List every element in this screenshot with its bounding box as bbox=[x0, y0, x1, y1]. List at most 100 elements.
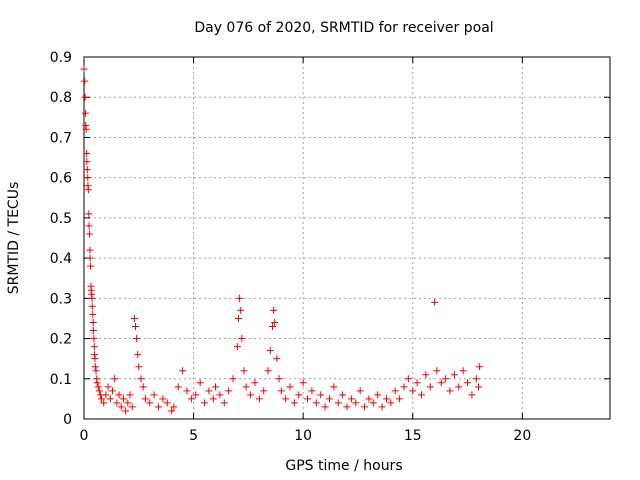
x-axis-label: GPS time / hours bbox=[285, 458, 402, 474]
data-point bbox=[83, 150, 91, 158]
y-axis-label: SRMTID / TECUs bbox=[6, 182, 22, 295]
data-point bbox=[343, 403, 351, 411]
data-point bbox=[104, 383, 112, 391]
data-point bbox=[155, 403, 163, 411]
data-point bbox=[86, 254, 94, 262]
data-point bbox=[321, 403, 329, 411]
data-point bbox=[433, 367, 441, 375]
data-point bbox=[264, 367, 272, 375]
data-point bbox=[400, 383, 408, 391]
y-tick-label: 0.7 bbox=[50, 130, 72, 146]
data-point bbox=[115, 391, 123, 399]
data-point bbox=[352, 399, 360, 407]
data-point bbox=[106, 395, 114, 403]
data-point bbox=[102, 391, 110, 399]
x-tick-label: 10 bbox=[294, 428, 312, 444]
data-point bbox=[88, 302, 96, 310]
y-axis-tick-labels: 0 0.1 0.2 0.3 0.4 0.5 0.6 0.7 0.8 0.9 bbox=[50, 50, 72, 428]
data-point bbox=[273, 355, 281, 363]
data-point bbox=[391, 387, 399, 395]
data-point bbox=[205, 387, 213, 395]
data-point bbox=[464, 379, 472, 387]
data-point bbox=[85, 210, 93, 218]
data-point bbox=[240, 367, 248, 375]
data-point bbox=[133, 335, 141, 343]
data-point bbox=[356, 387, 364, 395]
data-point bbox=[365, 395, 373, 403]
data-point bbox=[80, 65, 88, 73]
data-point bbox=[201, 399, 209, 407]
data-point bbox=[382, 395, 390, 403]
data-point bbox=[113, 399, 121, 407]
data-point bbox=[404, 375, 412, 383]
data-point bbox=[98, 395, 106, 403]
data-point bbox=[82, 125, 90, 133]
data-point bbox=[111, 375, 119, 383]
data-point bbox=[304, 395, 312, 403]
data-point bbox=[81, 77, 89, 85]
data-point bbox=[251, 379, 259, 387]
data-point bbox=[290, 399, 298, 407]
data-point bbox=[282, 395, 290, 403]
data-point bbox=[266, 347, 274, 355]
x-tick-label: 0 bbox=[80, 428, 89, 444]
x-tick-label: 5 bbox=[189, 428, 198, 444]
data-point bbox=[247, 391, 255, 399]
y-tick-label: 0.8 bbox=[50, 90, 72, 106]
data-point bbox=[183, 387, 191, 395]
data-point bbox=[275, 375, 283, 383]
data-point bbox=[220, 399, 228, 407]
data-point bbox=[81, 93, 89, 101]
data-point bbox=[426, 383, 434, 391]
data-point bbox=[93, 379, 101, 387]
data-point bbox=[242, 383, 250, 391]
data-point bbox=[459, 367, 467, 375]
data-point bbox=[238, 335, 246, 343]
data-point bbox=[83, 166, 91, 174]
data-point bbox=[124, 399, 132, 407]
data-point bbox=[455, 383, 463, 391]
data-point bbox=[308, 387, 316, 395]
x-tick-label: 20 bbox=[513, 428, 531, 444]
data-point bbox=[95, 387, 103, 395]
data-point bbox=[446, 387, 454, 395]
data-point bbox=[126, 391, 134, 399]
data-point bbox=[122, 407, 130, 415]
data-point bbox=[237, 306, 245, 314]
data-point bbox=[89, 310, 97, 318]
x-axis-tick-labels: 0 5 10 15 20 bbox=[80, 428, 532, 444]
y-tick-label: 0.4 bbox=[50, 251, 72, 267]
data-point bbox=[325, 395, 333, 403]
data-point bbox=[90, 343, 98, 351]
data-point bbox=[235, 314, 243, 322]
data-point bbox=[409, 387, 417, 395]
data-point bbox=[472, 375, 480, 383]
grid-lines bbox=[84, 57, 610, 419]
data-point bbox=[137, 375, 145, 383]
data-point bbox=[168, 407, 176, 415]
data-point bbox=[187, 395, 195, 403]
data-point bbox=[431, 298, 439, 306]
y-tick-label: 0 bbox=[63, 412, 72, 428]
data-point bbox=[134, 351, 142, 359]
data-point bbox=[277, 387, 285, 395]
data-point bbox=[84, 174, 92, 182]
data-point bbox=[139, 383, 147, 391]
data-point bbox=[92, 367, 100, 375]
data-point bbox=[270, 306, 278, 314]
data-point bbox=[339, 391, 347, 399]
data-point bbox=[83, 158, 91, 166]
data-point bbox=[374, 391, 382, 399]
data-point bbox=[413, 379, 421, 387]
data-point bbox=[233, 343, 241, 351]
data-point bbox=[422, 371, 430, 379]
data-point bbox=[236, 294, 244, 302]
data-point bbox=[170, 403, 178, 411]
data-point bbox=[90, 335, 98, 343]
data-point bbox=[85, 222, 93, 230]
data-point bbox=[442, 375, 450, 383]
data-point bbox=[260, 387, 268, 395]
y-tick-label: 0.3 bbox=[50, 291, 72, 307]
data-point bbox=[347, 395, 355, 403]
data-point bbox=[312, 399, 320, 407]
